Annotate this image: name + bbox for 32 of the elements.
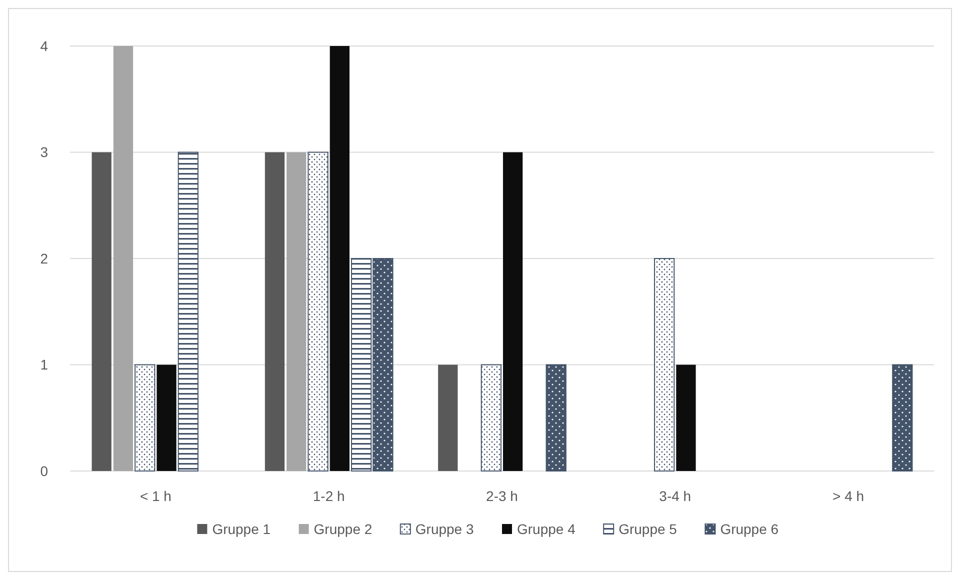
bar bbox=[113, 46, 134, 471]
bar bbox=[134, 364, 156, 472]
bar bbox=[503, 152, 523, 471]
bar bbox=[264, 152, 285, 471]
x-tick-label: 1-2 h bbox=[312, 488, 345, 504]
y-tick-label: 1 bbox=[40, 356, 48, 373]
bar bbox=[654, 258, 675, 472]
bar bbox=[892, 364, 913, 472]
bar bbox=[330, 46, 350, 471]
legend-label: Gruppe 1 bbox=[212, 520, 271, 537]
y-tick-label: 2 bbox=[40, 250, 48, 266]
bar bbox=[178, 152, 198, 472]
legend-label: Gruppe 5 bbox=[618, 520, 678, 537]
legend-label: Gruppe 2 bbox=[314, 520, 372, 537]
y-tick-label: 4 bbox=[40, 38, 48, 54]
bar bbox=[286, 152, 306, 471]
y-tick-label: 3 bbox=[40, 144, 48, 160]
legend-label: Gruppe 3 bbox=[415, 520, 474, 537]
x-tick-label: 2-3 h bbox=[486, 488, 518, 504]
bar bbox=[546, 364, 566, 472]
bar bbox=[676, 364, 696, 471]
bar bbox=[480, 364, 502, 472]
bar bbox=[92, 152, 112, 471]
x-tick-label: 3-4 h bbox=[659, 488, 692, 504]
y-tick-label: 0 bbox=[40, 462, 48, 479]
legend-label: Gruppe 4 bbox=[517, 520, 576, 537]
bar bbox=[156, 364, 176, 471]
legend-label: Gruppe 6 bbox=[720, 520, 779, 537]
x-tick-label: > 4 h bbox=[832, 488, 864, 504]
x-tick-label: < 1 h bbox=[140, 488, 172, 504]
bar bbox=[438, 364, 458, 471]
bar bbox=[308, 152, 328, 472]
